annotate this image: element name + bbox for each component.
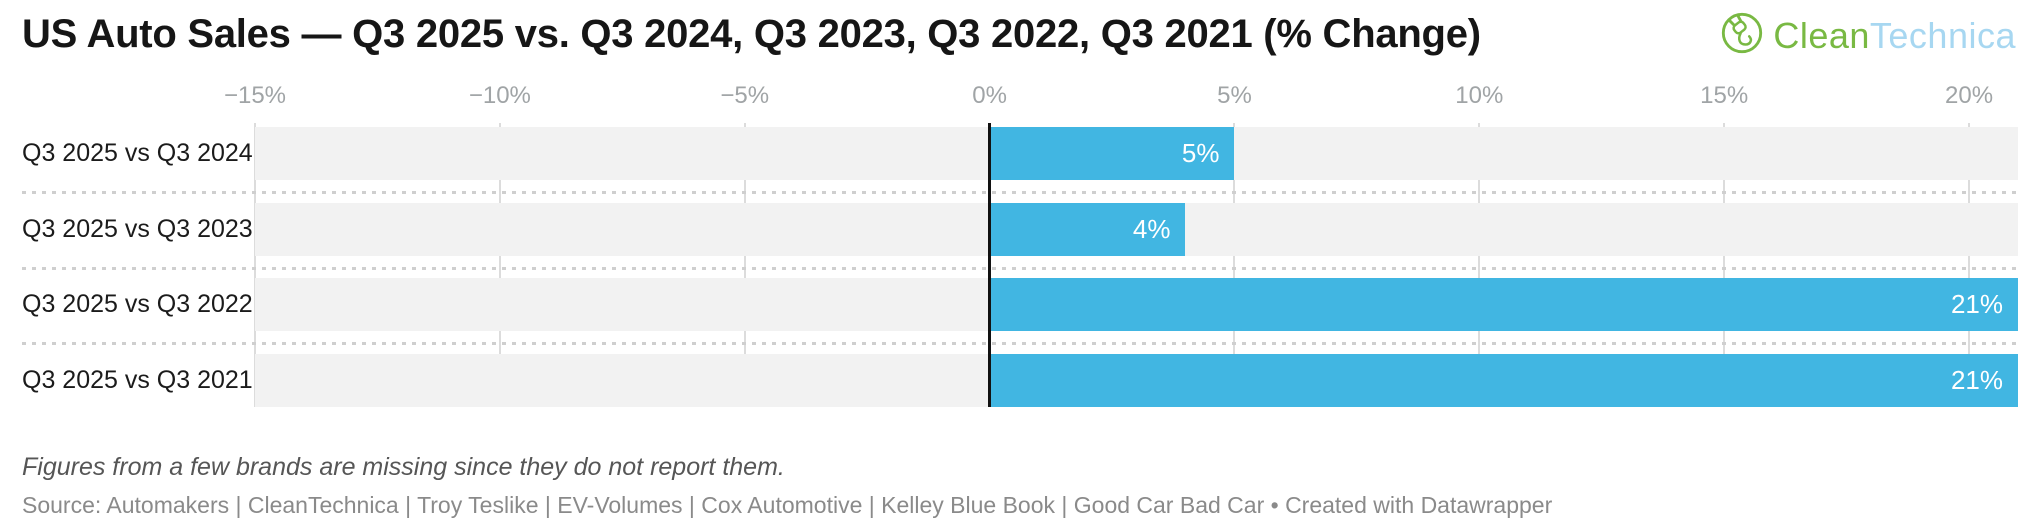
bar: 21% <box>989 278 2018 331</box>
row-separator <box>22 342 2018 345</box>
x-axis: −15% −10% −5% 0% 5% 10% 15% 20% <box>224 82 2018 110</box>
logo-text-technica: Technica <box>1869 14 2016 56</box>
bar-value-label: 21% <box>1950 289 2003 319</box>
bar: 21% <box>989 353 2018 407</box>
logo-text-clean: Clean <box>1773 14 1870 56</box>
grid-line <box>1968 123 1971 407</box>
zero-line <box>988 123 992 407</box>
bar-value-label: 5% <box>1181 138 1220 168</box>
row-label: Q3 2025 vs Q3 2022 <box>22 290 253 318</box>
row-label: Q3 2025 vs Q3 2021 <box>22 365 253 394</box>
bar: 5% <box>989 127 1235 180</box>
axis-tick-label: −10% <box>468 82 531 109</box>
row-labels: Q3 2025 vs Q3 2024 Q3 2025 vs Q3 2023 Q3 2… <box>22 123 254 407</box>
row-label: Q3 2025 vs Q3 2023 <box>22 214 253 243</box>
row-separator <box>22 266 2018 270</box>
axis-tick-label: 20% <box>1944 82 1994 109</box>
grid-line <box>254 123 256 407</box>
axis-tick-label: 0% <box>972 82 1007 109</box>
grid-line <box>498 123 501 407</box>
axis-tick-label: 5% <box>1217 82 1252 109</box>
grid-line <box>1723 123 1726 407</box>
bar: 4% <box>989 202 1186 256</box>
axis-tick-label: 10% <box>1455 82 1504 109</box>
plot-area: 5% 4% 21% 21% <box>254 123 2018 407</box>
footnote: Figures from a few brands are missing si… <box>22 453 785 481</box>
grid-line <box>1478 123 1481 407</box>
page-title: US Auto Sales — Q3 2025 vs. Q3 2024, Q3 … <box>22 12 1481 56</box>
chart-header: US Auto Sales — Q3 2025 vs. Q3 2024, Q3 … <box>22 8 2016 64</box>
grid-line <box>743 123 746 407</box>
cleantechnica-logo[interactable]: CleanTechnica <box>1719 10 2016 61</box>
bar-value-label: 21% <box>1950 364 2003 395</box>
row-label: Q3 2025 vs Q3 2024 <box>22 139 253 167</box>
source-line: Source: Automakers | CleanTechnica | Tro… <box>22 492 1553 518</box>
axis-tick-label: −15% <box>223 82 287 109</box>
grid-line <box>1233 123 1236 407</box>
axis-tick-label: 15% <box>1700 82 1749 109</box>
plug-in-circle-icon <box>1719 10 1765 61</box>
bar-value-label: 4% <box>1132 213 1171 244</box>
axis-tick-label: −5% <box>720 82 770 109</box>
row-separator <box>22 191 2018 194</box>
logo-wordmark: CleanTechnica <box>1773 15 2016 57</box>
